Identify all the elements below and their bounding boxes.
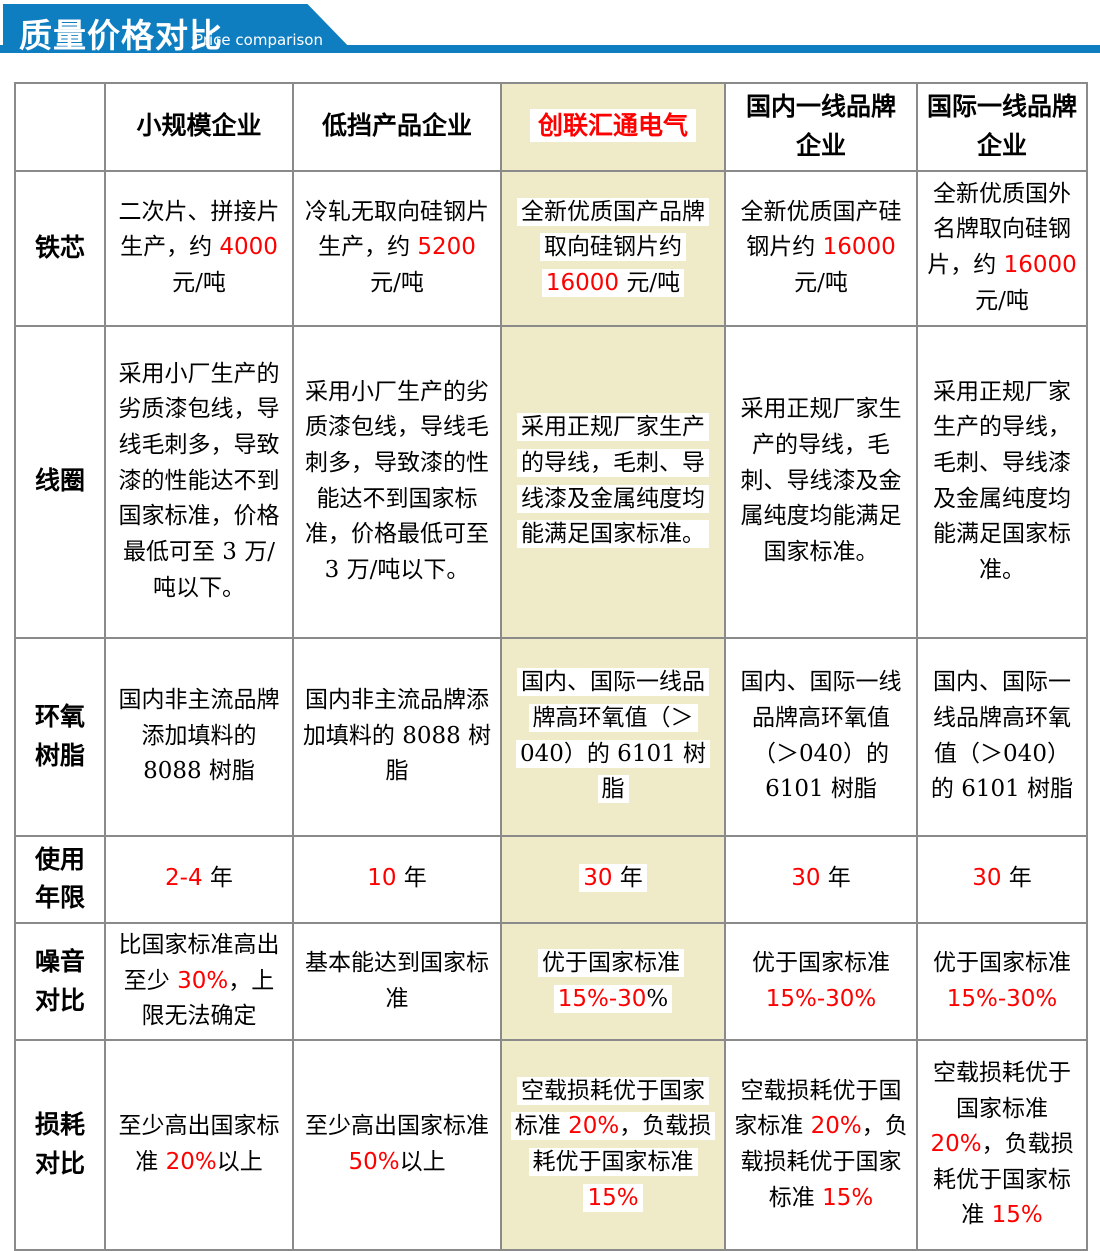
table-cell: 国内、国际一线品牌高环氧值（＞040）的 6101 树脂 (724, 636, 918, 837)
table-row: 铁芯 二次片、拼接片生产，约 4000 元/吨 冷轧无取向硅钢片生产，约 5200 … (14, 169, 1088, 327)
table-cell: 至少高出国家标准 20%以上 (104, 1039, 294, 1251)
table-cell: 2-4 年 (104, 834, 294, 924)
row-label: 铁芯 (14, 169, 106, 327)
table-cell: 空载损耗优于国家标准 20%，负载损耗优于国家标准 15% (724, 1039, 918, 1251)
row-label: 噪音对比 (14, 922, 106, 1041)
table-cell: 基本能达到国家标准 (292, 922, 502, 1041)
table-cell: 比国家标准高出至少 30%，上限无法确定 (104, 922, 294, 1041)
highlighted-text: 30 年 (579, 864, 647, 893)
table-cell: 30 年 (916, 834, 1088, 924)
column-header: 创联汇通电气 (500, 82, 726, 172)
table-cell: 空载损耗优于国家标准 20%，负载损耗优于国家标准 15% (500, 1039, 726, 1251)
table-cell: 30 年 (724, 834, 918, 924)
banner-strip (0, 45, 1100, 53)
table-cell: 国内、国际一线品牌高环氧值（＞040）的 6101 树脂 (916, 636, 1088, 837)
row-label: 使用年限 (14, 834, 106, 924)
table-cell: 10 年 (292, 834, 502, 924)
table-cell: 采用正规厂家生产的导线，毛刺、导线漆及金属纯度均能满足国家标准。 (724, 324, 918, 639)
table-row: 环氧树脂 国内非主流品牌添加填料的 8088 树脂 国内非主流品牌添加填料的 808… (14, 636, 1088, 837)
table-cell: 采用正规厂家生产的导线，毛刺、导线漆及金属纯度均能满足国家标准。 (500, 324, 726, 639)
table-cell: 优于国家标准 15%-30% (724, 922, 918, 1041)
table-cell: 采用正规厂家生产的导线，毛刺、导线漆及金属纯度均能满足国家标准。 (916, 324, 1088, 639)
table-cell: 冷轧无取向硅钢片生产，约 5200 元/吨 (292, 169, 502, 327)
column-header: 国内一线品牌企业 (724, 82, 918, 172)
table-cell: 优于国家标准 15%-30% (500, 922, 726, 1041)
table-cell: 采用小厂生产的劣质漆包线，导线毛刺多，导致漆的性能达不到国家标准，价格最低可至 … (104, 324, 294, 639)
banner-flag: 质量价格对比 Price comparison (3, 4, 355, 53)
highlighted-text: 空载损耗优于国家标准 20%，负载损耗优于国家标准 15% (510, 1076, 716, 1212)
table-cell: 全新优质国产品牌取向硅钢片约 16000 元/吨 (500, 169, 726, 327)
column-header: 低挡产品企业 (292, 82, 502, 172)
table-row: 噪音对比 比国家标准高出至少 30%，上限无法确定 基本能达到国家标准 优于国家标准 … (14, 922, 1088, 1041)
table-row: 线圈 采用小厂生产的劣质漆包线，导线毛刺多，导致漆的性能达不到国家标准，价格最低可… (14, 324, 1088, 639)
table-cell: 全新优质国外名牌取向硅钢片，约 16000 元/吨 (916, 169, 1088, 327)
table-cell: 全新优质国产硅钢片约 16000 元/吨 (724, 169, 918, 327)
table-row: 使用年限 2-4 年 10 年 30 年 30 年 30 年 (14, 834, 1088, 924)
table-row: 损耗对比 至少高出国家标准 20%以上 至少高出国家标准 50%以上 空载损耗优于国家… (14, 1039, 1088, 1251)
page-title: 质量价格对比 (19, 16, 223, 55)
row-label: 损耗对比 (14, 1039, 106, 1251)
page-banner: 质量价格对比 Price comparison (0, 0, 1100, 60)
highlighted-text: 全新优质国产品牌取向硅钢片约 16000 元/吨 (517, 197, 709, 297)
column-header: 国际一线品牌企业 (916, 82, 1088, 172)
table-cell: 空载损耗优于国家标准 20%，负载损耗优于国家标准 15% (916, 1039, 1088, 1251)
featured-company-label: 创联汇通电气 (529, 109, 696, 143)
table-cell: 国内、国际一线品牌高环氧值（＞040）的 6101 树脂 (500, 636, 726, 837)
table-cell: 采用小厂生产的劣质漆包线，导线毛刺多，导致漆的性能达不到国家标准，价格最低可至 … (292, 324, 502, 639)
corner-cell (14, 82, 106, 172)
table-cell: 二次片、拼接片生产，约 4000 元/吨 (104, 169, 294, 327)
highlighted-text: 国内、国际一线品牌高环氧值（＞040）的 6101 树脂 (515, 668, 711, 804)
page-subtitle: Price comparison (194, 31, 323, 49)
row-label: 环氧树脂 (14, 636, 106, 837)
highlighted-text: 优于国家标准 15%-30% (538, 948, 684, 1013)
highlighted-text: 采用正规厂家生产的导线，毛刺、导线漆及金属纯度均能满足国家标准。 (517, 413, 709, 549)
column-header: 小规模企业 (104, 82, 294, 172)
table-cell: 国内非主流品牌添加填料的 8088 树脂 (104, 636, 294, 837)
table-cell: 至少高出国家标准 50%以上 (292, 1039, 502, 1251)
comparison-table: 小规模企业 低挡产品企业 创联汇通电气 国内一线品牌企业 国际一线品牌企业 铁芯 二次片、拼… (14, 82, 1088, 1251)
table-cell: 优于国家标准 15%-30% (916, 922, 1088, 1041)
row-label: 线圈 (14, 324, 106, 639)
table-cell: 30 年 (500, 834, 726, 924)
table-cell: 国内非主流品牌添加填料的 8088 树脂 (292, 636, 502, 837)
